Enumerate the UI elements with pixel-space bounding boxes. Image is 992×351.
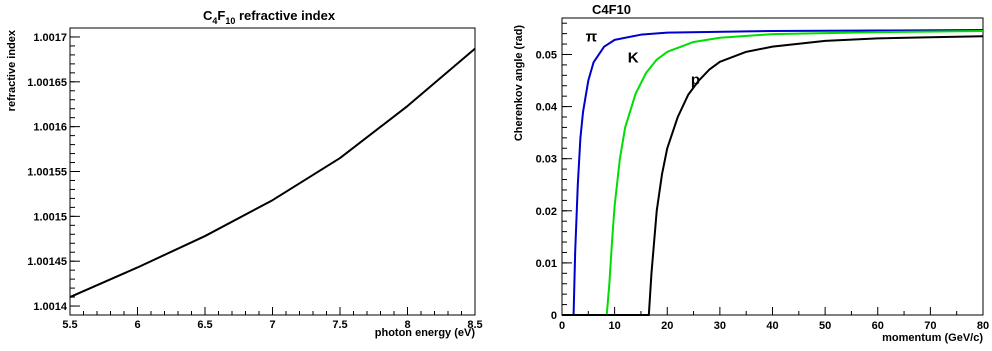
chart2-frame [561, 17, 984, 316]
c1-y-tick-label: 1.0015 [33, 211, 67, 223]
c2-annotation-1: K [628, 49, 639, 66]
cherenkov-angle-chart: C4F10 0 10 20 30 40 50 60 70 80 0 0.01 0.02 0.03 0.0… [513, 2, 989, 344]
c2-y-tick-label: 0.02 [536, 206, 557, 218]
c2-x-tick-label: 70 [924, 320, 936, 332]
c1-y-tick-label: 1.00165 [27, 77, 67, 89]
c1-x-tick-label: 5.5 [62, 319, 77, 331]
c2-annotation-2: p [691, 72, 700, 89]
c2-y-tick-label: 0 [551, 310, 557, 322]
c2-series-line-0 [562, 28, 984, 316]
c1-y-tick-label: 1.0016 [33, 122, 67, 134]
c2-x-tick-label: 60 [872, 320, 884, 332]
chart2-series [562, 28, 984, 316]
chart2-x-axis-label: momentum (GeV/c) [882, 332, 983, 344]
chart1-y-axis-label: refractive index [6, 29, 18, 111]
c1-y-tick-label: 1.00145 [27, 256, 67, 268]
chart1-y-ticks: 1.0014 1.00145 1.0015 1.00155 1.0016 1.00165 1… [27, 27, 80, 316]
c2-y-tick-label: 0.05 [536, 49, 557, 61]
c1-x-tick-label: 8 [404, 319, 410, 331]
chart2-annotations: π Kp [586, 28, 700, 88]
c1-x-tick-label: 8.5 [467, 319, 482, 331]
c2-x-tick-label: 0 [559, 320, 565, 332]
c1-series-line-0 [69, 47, 476, 298]
chart1-series [69, 47, 476, 298]
c2-y-tick-label: 0.04 [536, 102, 558, 114]
chart1-x-ticks: 5.5 6 6.5 7 7.5 8 8.5 [62, 307, 483, 331]
chart1-frame [69, 27, 476, 316]
c2-annotation-0: π [586, 28, 598, 45]
chart2-y-axis-label: Cherenkov angle (rad) [513, 25, 525, 141]
chart2-title: C4F10 [592, 2, 631, 17]
c2-series-line-1 [562, 30, 984, 316]
c2-y-tick-label: 0.01 [536, 258, 557, 270]
c2-x-tick-label: 80 [977, 320, 989, 332]
chart2-x-ticks: 0 10 20 30 40 50 60 70 80 [559, 307, 989, 332]
c1-x-tick-label: 7.5 [332, 319, 347, 331]
c1-y-tick-label: 1.0014 [33, 301, 68, 313]
chart2-y-ticks: 0 0.01 0.02 0.03 0.04 0.05 [536, 22, 572, 322]
c1-x-tick-label: 6 [134, 319, 140, 331]
c2-x-tick-label: 20 [661, 320, 673, 332]
c2-x-tick-label: 40 [766, 320, 778, 332]
c2-series-line-2 [562, 35, 984, 316]
c2-x-tick-label: 10 [609, 320, 621, 332]
c1-x-tick-label: 7 [269, 319, 275, 331]
chart1-title: C4F10 refractive index [203, 8, 336, 26]
c1-x-tick-label: 6.5 [197, 319, 212, 331]
c2-y-tick-label: 0.03 [536, 154, 557, 166]
c1-y-tick-label: 1.0017 [33, 32, 67, 44]
c2-x-tick-label: 50 [819, 320, 831, 332]
c2-x-tick-label: 30 [714, 320, 726, 332]
c1-y-tick-label: 1.00155 [27, 167, 67, 179]
refractive-index-chart: C4F10 refractive index 5.5 6 6.5 7 7.5 8 8.5 1… [6, 8, 483, 339]
chart1-x-axis-label: photon energy (eV) [375, 327, 476, 339]
